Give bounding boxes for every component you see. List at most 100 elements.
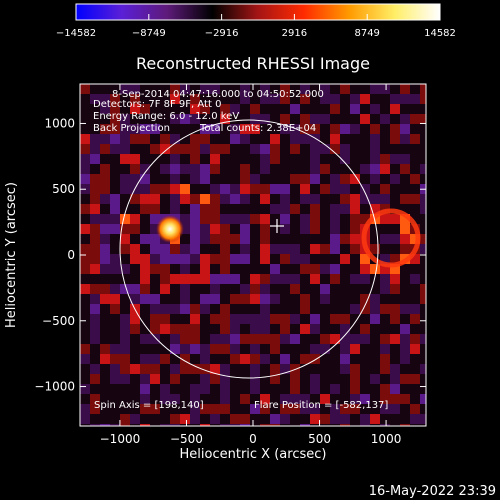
heatmap-cell (250, 294, 261, 305)
heatmap-cell (180, 164, 191, 175)
heatmap-cell (380, 104, 391, 115)
heatmap-cell (130, 254, 141, 265)
heatmap-cell (250, 414, 261, 425)
heatmap-cell (310, 364, 321, 375)
heatmap-cell (220, 134, 231, 145)
heatmap-cell (380, 284, 391, 295)
colorbar-tick-label: 2916 (282, 28, 307, 39)
heatmap-cell (240, 334, 251, 345)
heatmap-cell (380, 364, 391, 375)
heatmap-cell (250, 374, 261, 385)
heatmap-cell (110, 424, 121, 426)
heatmap-cell (180, 274, 191, 285)
heatmap-cell (80, 404, 91, 415)
heatmap-cell (390, 94, 401, 105)
heatmap-cell (110, 364, 121, 375)
heatmap-cell (220, 274, 231, 285)
heatmap-cell (270, 154, 281, 165)
heatmap-cell (190, 424, 201, 426)
heatmap-cell (420, 214, 426, 225)
heatmap-cell (290, 214, 301, 225)
heatmap-cell (240, 114, 251, 125)
heatmap-cell (370, 174, 381, 185)
heatmap-cell (130, 154, 141, 165)
heatmap-cell (290, 324, 301, 335)
heatmap-cell (400, 334, 411, 345)
heatmap-cell (370, 304, 381, 315)
heatmap-cell (140, 294, 151, 305)
heatmap-cell (190, 334, 201, 345)
heatmap-cell (240, 304, 251, 315)
heatmap-cell (350, 414, 361, 425)
heatmap-cell (360, 164, 371, 175)
heatmap-cell (210, 424, 221, 426)
heatmap-cell (170, 244, 181, 255)
heatmap-cell (150, 254, 161, 265)
heatmap-cell (270, 274, 281, 285)
heatmap-cell (290, 254, 301, 265)
heatmap-cell (160, 374, 171, 385)
heatmap-cell (210, 174, 221, 185)
heatmap-cell (340, 364, 351, 375)
heatmap-cell (90, 264, 101, 275)
heatmap-cell (300, 254, 311, 265)
heatmap-cell (130, 104, 141, 115)
heatmap-cell (170, 84, 181, 95)
heatmap-cell (210, 324, 221, 335)
heatmap-cell (80, 364, 91, 375)
heatmap-cell (130, 404, 141, 415)
heatmap-cell (100, 284, 111, 295)
heatmap-cell (110, 294, 121, 305)
heatmap-cell (360, 294, 371, 305)
heatmap-cell (140, 94, 151, 105)
heatmap-cell (270, 144, 281, 155)
heatmap-cell (320, 414, 331, 425)
heatmap-cell (350, 234, 361, 245)
heatmap-cell (420, 424, 426, 426)
heatmap-cell (150, 264, 161, 275)
heatmap-cell (290, 164, 301, 175)
heatmap-cell (260, 84, 271, 95)
heatmap-cell (120, 254, 131, 265)
heatmap-cell (210, 344, 221, 355)
heatmap-cell (420, 324, 426, 335)
heatmap-cell (340, 154, 351, 165)
heatmap-cell (320, 304, 331, 315)
heatmap-cell (120, 144, 131, 155)
heatmap-cell (240, 424, 251, 426)
info-line-date: 8-Sep-2014 04:47:16.000 to 04:50:52.000 (112, 89, 324, 100)
heatmap-cell (190, 374, 201, 385)
heatmap-cell (390, 214, 401, 225)
heatmap-cell (260, 344, 271, 355)
heatmap-cell (300, 224, 311, 235)
info-line-energy: Energy Range: 6.0 - 12.0 keV (93, 111, 239, 122)
heatmap-cell (320, 344, 331, 355)
heatmap-cell (160, 154, 171, 165)
heatmap-cell (160, 294, 171, 305)
heatmap-cell (90, 304, 101, 315)
heatmap-cell (300, 164, 311, 175)
heatmap-cell (330, 334, 341, 345)
heatmap-cell (160, 134, 171, 145)
y-axis: −1000 −500 0 500 1000 (34, 116, 426, 394)
heatmap-cell (200, 184, 211, 195)
heatmap-cell (350, 84, 361, 95)
colorbar-tick-label: −14582 (56, 28, 96, 39)
heatmap-cell (350, 134, 361, 145)
heatmap-cell (340, 324, 351, 335)
heatmap-cell (320, 394, 331, 405)
heatmap-cell (140, 194, 151, 205)
heatmap-cell (240, 404, 251, 415)
heatmap-cell (380, 414, 391, 425)
heatmap-cell (270, 364, 281, 375)
heatmap-cell (100, 104, 111, 115)
heatmap-cell (150, 354, 161, 365)
heatmap-cell (330, 254, 341, 265)
heatmap-cell (240, 94, 251, 105)
heatmap-cell (380, 214, 391, 225)
heatmap-cell (340, 264, 351, 275)
heatmap-cell (420, 354, 426, 365)
heatmap-cell (150, 134, 161, 145)
heatmap-cell (160, 364, 171, 375)
heatmap-cell (230, 374, 241, 385)
